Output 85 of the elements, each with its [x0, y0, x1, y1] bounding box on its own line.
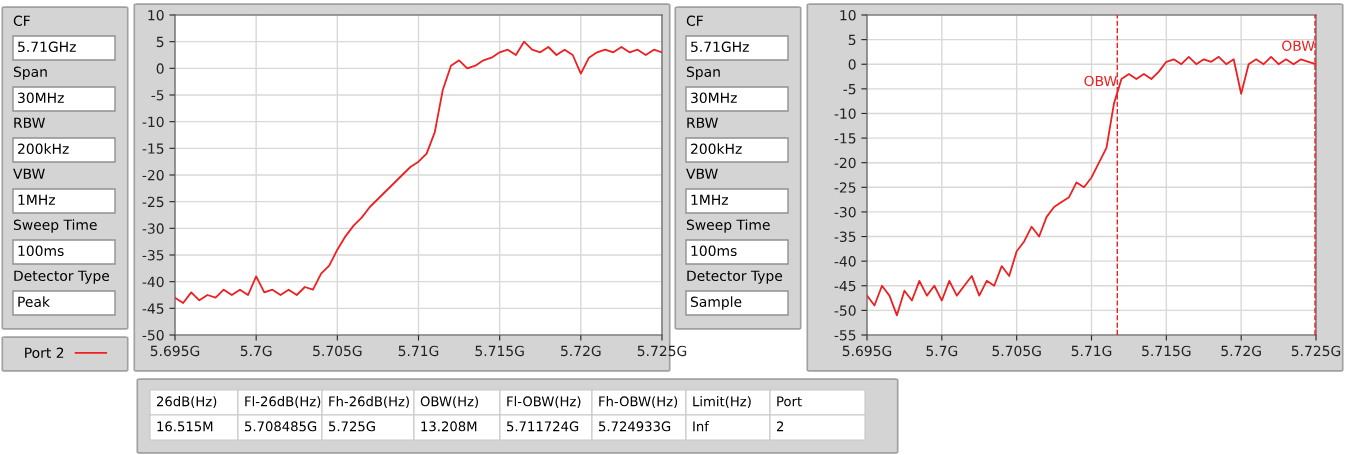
text: 5.71GHz: [691, 41, 749, 53]
y-tick-label: -35: [834, 231, 856, 243]
y-tick-label: 5: [156, 36, 164, 48]
text: RBW: [687, 117, 718, 128]
y-tick-label: 0: [156, 63, 164, 74]
line-series: [175, 40, 662, 304]
legend-label: Port 2: [25, 347, 64, 359]
y-tick-label: -15: [142, 143, 164, 154]
text: Peak: [18, 296, 50, 308]
y-tick-label: -25: [834, 182, 856, 193]
x-tick-label: 5.72G: [1221, 345, 1261, 357]
text: CF: [13, 15, 30, 27]
y-tick-label: -5: [151, 90, 164, 101]
category-label: Fl-OBW(Hz): [507, 396, 581, 408]
text: 200kHz: [691, 143, 742, 155]
x-tick-label: 5.7G: [926, 345, 958, 357]
y-tick-label: -20: [834, 157, 856, 169]
category-label: OBW(Hz): [420, 396, 479, 408]
text: 30MHz: [18, 92, 64, 104]
y-tick-label: -15: [834, 133, 856, 144]
text: 5.724933G: [599, 421, 671, 432]
text: 5.71GHz: [18, 41, 76, 53]
y-tick-label: -50: [142, 329, 164, 341]
text: Sample: [690, 296, 742, 310]
text: Inf: [693, 421, 710, 432]
category-label: Fh-OBW(Hz): [599, 396, 678, 408]
x-tick-label: 5.725G: [1291, 345, 1341, 357]
y-tick-label: -55: [834, 330, 856, 341]
y-tick-label: -5: [843, 84, 856, 95]
x-tick-label: 5.71G: [1071, 345, 1112, 357]
x-tick-label: 5.705G: [313, 345, 362, 357]
y-tick-label: -30: [834, 206, 856, 218]
text: 13.208M: [421, 421, 477, 432]
category-label: Port: [777, 396, 802, 407]
text: 2: [776, 421, 784, 432]
y-tick-label: -10: [142, 116, 164, 128]
ref-line-label: OBW: [1282, 40, 1315, 52]
y-tick-label: -40: [142, 276, 164, 288]
text: CF: [686, 15, 703, 27]
text: 1MHz: [691, 194, 728, 205]
ref-line-label: OBW: [1084, 75, 1117, 87]
y-tick-label: 0: [848, 59, 856, 70]
x-tick-label: 5.695G: [842, 345, 892, 357]
x-tick-label: 5.695G: [150, 345, 200, 357]
y-tick-label: -30: [142, 223, 164, 234]
text: 16.515M: [157, 421, 213, 432]
y-tick-label: -40: [834, 256, 856, 267]
category-label: Fh-26dB(Hz): [329, 396, 409, 408]
y-tick-label: 5: [848, 34, 856, 46]
text: VBW: [13, 168, 45, 179]
y-tick-label: -25: [142, 196, 164, 208]
text: 5.725G: [329, 421, 375, 432]
text: 200kHz: [18, 143, 69, 155]
text: 100ms: [18, 245, 64, 257]
y-tick-label: -50: [834, 305, 856, 316]
text: 1MHz: [18, 194, 55, 205]
category-label: 26dB(Hz): [156, 396, 217, 408]
text: VBW: [686, 168, 718, 179]
y-tick-label: -45: [834, 280, 856, 292]
text: 100ms: [691, 245, 737, 257]
x-tick-label: 5.7G: [240, 345, 272, 357]
text: Detector Type: [14, 270, 110, 284]
x-tick-label: 5.725G: [637, 345, 687, 357]
x-tick-label: 5.71G: [398, 345, 439, 357]
text: Sweep Time: [686, 219, 770, 233]
category-label: Fl-26dB(Hz): [245, 396, 321, 408]
y-tick-label: -45: [142, 303, 164, 314]
x-tick-label: 5.72G: [561, 345, 601, 357]
x-tick-label: 5.715G: [475, 345, 524, 357]
category-label: Limit(Hz): [693, 396, 751, 408]
text: RBW: [14, 117, 45, 128]
text: Span: [686, 66, 720, 80]
x-tick-label: 5.715G: [1142, 345, 1191, 357]
text: 30MHz: [691, 92, 737, 104]
text: 5.708485G: [245, 421, 317, 432]
text: Detector Type: [687, 270, 783, 284]
y-tick-label: -20: [142, 169, 164, 181]
x-tick-label: 5.705G: [992, 345, 1041, 357]
y-tick-label: -10: [834, 108, 856, 119]
text: Span: [13, 66, 47, 80]
y-tick-label: 10: [148, 9, 164, 21]
y-tick-label: 10: [840, 9, 856, 21]
text: Sweep Time: [13, 219, 97, 233]
y-tick-label: -35: [142, 249, 164, 261]
text: 5.711724G: [507, 421, 579, 432]
